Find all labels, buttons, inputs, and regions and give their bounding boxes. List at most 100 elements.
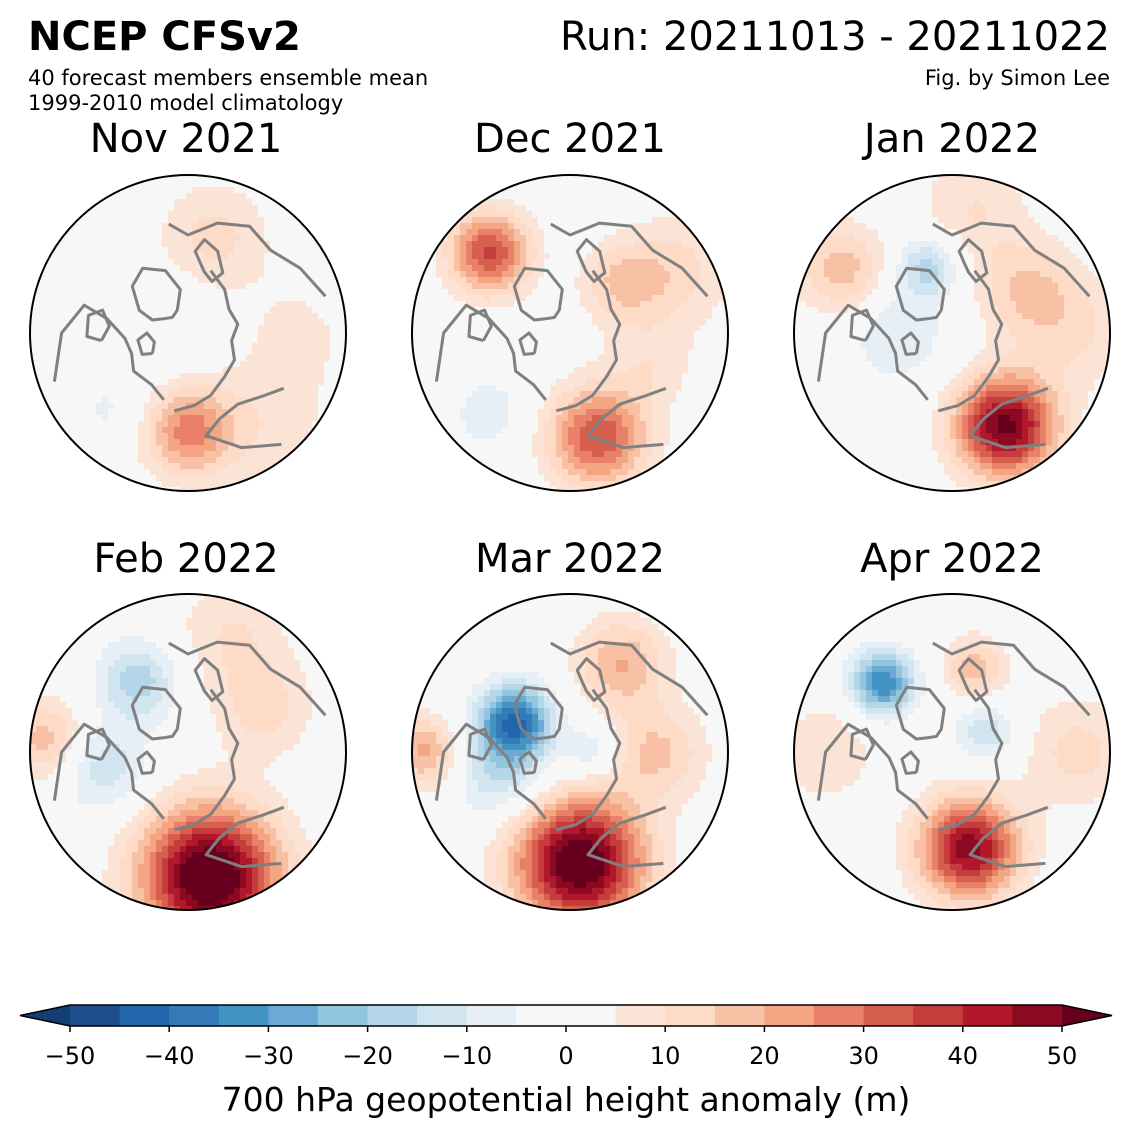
colorbar-tick-label: 20 — [749, 1042, 780, 1070]
colorbar-bin — [913, 1005, 964, 1026]
coastline — [173, 688, 240, 832]
coastline — [130, 266, 182, 322]
colorbar-label: 700 hPa geopotential height anomaly (m) — [221, 1080, 911, 1119]
map-panel-2 — [412, 175, 728, 491]
colorbar-bin — [764, 1005, 815, 1026]
figure-credit: Fig. by Simon Lee — [924, 66, 1110, 90]
coastline — [193, 657, 225, 702]
colorbar-tick-label: 40 — [947, 1042, 979, 1070]
colorbar-tick-label: 0 — [558, 1042, 574, 1070]
map-frame-4 — [29, 593, 347, 911]
coastline — [168, 221, 327, 298]
colorbar-tick-label: −30 — [243, 1042, 294, 1070]
coastline — [85, 727, 111, 762]
coastline — [957, 657, 989, 702]
colorbar-tick-label: −40 — [143, 1042, 195, 1070]
panel-title-6: Apr 2022 — [860, 536, 1044, 582]
coastline — [968, 386, 1049, 450]
coastline — [173, 269, 240, 413]
colorbar-bin — [466, 1005, 517, 1026]
coastline — [434, 303, 547, 401]
coastline — [168, 640, 327, 717]
colorbar-tick-label: −50 — [44, 1042, 96, 1070]
map-frame-2 — [411, 174, 729, 492]
coastline — [816, 722, 929, 820]
coastline — [52, 303, 165, 401]
coastline — [894, 266, 946, 322]
coastline — [52, 722, 165, 820]
coastline — [136, 331, 156, 356]
map-frame-3 — [793, 174, 1111, 492]
colorbar-bin — [566, 1005, 617, 1026]
colorbar-bin — [318, 1005, 369, 1026]
colorbar-bin — [863, 1005, 914, 1026]
map-frame-6 — [793, 593, 1111, 911]
coastline — [575, 238, 607, 283]
colorbar-tick-label: −10 — [441, 1042, 493, 1070]
coastline — [555, 269, 622, 413]
coastline — [575, 657, 607, 702]
colorbar-bin — [417, 1005, 468, 1026]
colorbar-under-arrow — [20, 1005, 70, 1026]
coastline — [467, 727, 493, 762]
panel-title-5: Mar 2022 — [475, 536, 665, 582]
coastline — [130, 685, 182, 741]
panel-title-3: Jan 2022 — [863, 116, 1041, 162]
run-dates: Run: 20211013 - 20211022 — [560, 14, 1110, 60]
coastline — [193, 238, 225, 283]
figure-title: NCEP CFSv2 — [28, 14, 301, 60]
coastline — [204, 805, 285, 869]
subtitle-climatology: 1999-2010 model climatology — [28, 91, 344, 115]
coastline — [968, 805, 1049, 869]
coastline — [512, 685, 564, 741]
colorbar-over-arrow — [1062, 1005, 1112, 1026]
coastline — [550, 221, 709, 298]
coastline — [932, 640, 1091, 717]
coastline — [900, 750, 920, 775]
colorbar-bin — [665, 1005, 716, 1026]
coastline — [555, 688, 622, 832]
coastline — [937, 269, 1004, 413]
coastline — [900, 331, 920, 356]
colorbar-bin — [119, 1005, 170, 1026]
colorbar — [19, 1004, 1113, 1032]
colorbar-bin — [70, 1005, 121, 1026]
colorbar-tick-label: 50 — [1046, 1042, 1078, 1070]
coastline — [85, 308, 111, 343]
coastline — [586, 386, 667, 450]
colorbar-bin — [1012, 1005, 1063, 1026]
anomaly-maps — [29, 174, 1111, 911]
coastline — [586, 805, 667, 869]
colorbar-bin — [268, 1005, 319, 1026]
colorbar-bin — [218, 1005, 269, 1026]
panel-title-2: Dec 2021 — [474, 116, 666, 162]
colorbar-bin — [516, 1005, 567, 1026]
colorbar-bin — [714, 1005, 765, 1026]
coastline — [937, 688, 1004, 832]
map-frame-5 — [411, 593, 729, 911]
coastline — [518, 331, 538, 356]
subtitle-ensemble: 40 forecast members ensemble mean — [28, 66, 429, 90]
colorbar-bin — [615, 1005, 666, 1026]
map-frame-1 — [29, 174, 347, 492]
coastline — [434, 722, 547, 820]
map-panel-4 — [30, 594, 346, 910]
coastline — [512, 266, 564, 322]
coastline — [849, 308, 875, 343]
colorbar-tick-label: 30 — [848, 1042, 879, 1070]
coastline — [957, 238, 989, 283]
coastline — [932, 221, 1091, 298]
coastline — [204, 386, 285, 450]
panel-title-1: Nov 2021 — [89, 116, 283, 162]
colorbar-tick-label: −20 — [342, 1042, 393, 1070]
colorbar-bin — [169, 1005, 220, 1026]
coastline — [550, 640, 709, 717]
coastline — [894, 685, 946, 741]
colorbar-bin — [814, 1005, 865, 1026]
colorbar-bin — [962, 1005, 1013, 1026]
coastline — [849, 727, 875, 762]
coastline — [136, 750, 156, 775]
colorbar-bin — [367, 1005, 418, 1026]
colorbar-tick-label: 10 — [649, 1042, 681, 1070]
coastline — [518, 750, 538, 775]
